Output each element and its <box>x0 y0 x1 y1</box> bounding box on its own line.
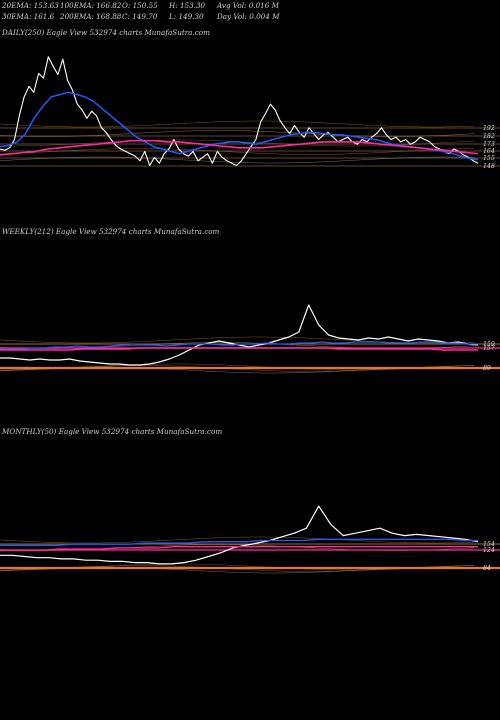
price-line <box>0 505 479 565</box>
ma-line <box>0 148 474 155</box>
ema-line <box>0 139 479 156</box>
ma-line <box>0 536 475 544</box>
monthly-panel-label: MONTHLY(50) Eagle View 532974 charts Mun… <box>2 427 223 436</box>
open-stat: O: 150.55 <box>122 1 158 10</box>
weekly-panel-label: WEEKLY(212) Eagle View 532974 charts Mun… <box>2 227 220 236</box>
price-line <box>0 304 479 366</box>
price-tick-label: 89 <box>483 365 491 372</box>
ema-line <box>0 545 478 552</box>
high-stat: H: 153.30 <box>169 1 206 10</box>
price-tick-label: 154 <box>483 541 495 548</box>
price-tick-label: 164 <box>483 148 495 155</box>
stats-header: 20EMA: 153.63 100EMA: 166.82 O: 150.55 H… <box>2 1 498 25</box>
ema-line <box>0 341 478 350</box>
price-tick-label: 192 <box>483 125 495 132</box>
daily-panel-label: DAILY(250) Eagle View 532974 charts Muna… <box>2 28 210 37</box>
price-tick-label: 124 <box>483 547 495 554</box>
close-stat: C: 149.70 <box>122 12 158 21</box>
ema200-stat: 200EMA: 168.88 <box>60 12 122 21</box>
ma-line <box>0 130 475 137</box>
price-tick-label: 159 <box>483 341 495 348</box>
low-stat: L: 149.30 <box>169 12 204 21</box>
price-tick-label: 155 <box>483 155 495 162</box>
ema-line <box>0 538 478 547</box>
day-vol-stat: Day Vol: 0.004 M <box>217 12 280 21</box>
ema-line <box>0 347 478 351</box>
ma-line <box>0 120 475 128</box>
ema-line <box>0 91 479 161</box>
price-tick-label: 173 <box>483 141 495 148</box>
price-tick-label: 182 <box>483 133 495 140</box>
price-tick-label: 84 <box>483 565 491 572</box>
avg-vol-stat: Avg Vol: 0.016 M <box>217 1 279 10</box>
price-tick-label: 157 <box>483 345 495 352</box>
ema30-stat: 30EMA: 161.6 <box>2 12 55 21</box>
ema100-stat: 100EMA: 166.82 <box>60 1 122 10</box>
price-line <box>0 56 479 167</box>
ema20-stat: 20EMA: 153.63 <box>2 1 59 10</box>
price-tick-label: 148 <box>483 163 495 170</box>
